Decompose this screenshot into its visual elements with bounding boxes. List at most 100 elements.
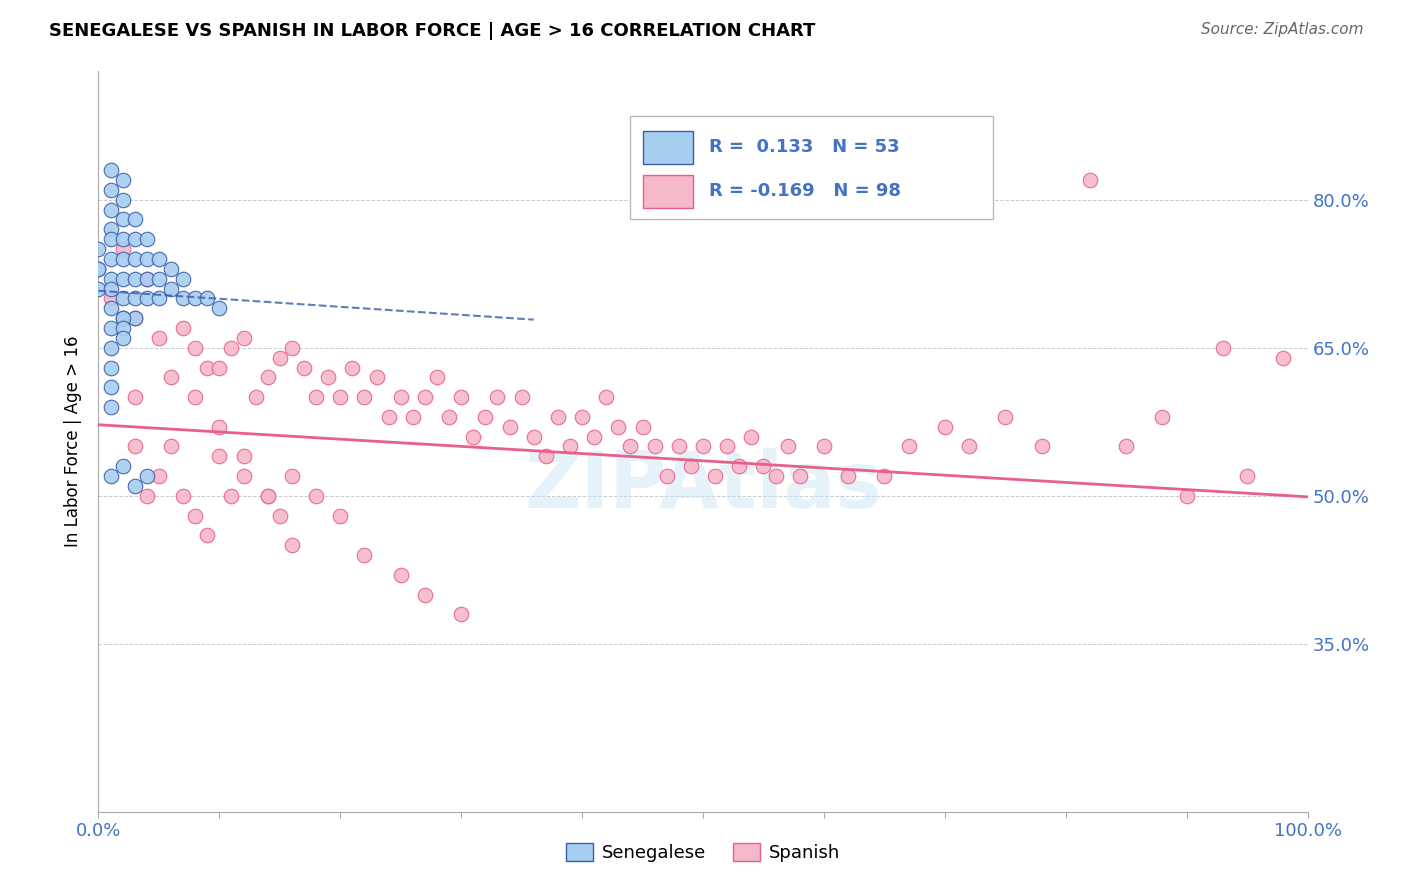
Point xyxy=(160,370,183,384)
Point xyxy=(679,459,702,474)
Point xyxy=(172,292,194,306)
Text: SENEGALESE VS SPANISH IN LABOR FORCE | AGE > 16 CORRELATION CHART: SENEGALESE VS SPANISH IN LABOR FORCE | A… xyxy=(49,22,815,40)
Point xyxy=(135,232,157,246)
Point xyxy=(111,331,134,345)
Point xyxy=(124,271,146,285)
Point xyxy=(269,351,291,365)
Point xyxy=(305,390,328,404)
Text: R = -0.169   N = 98: R = -0.169 N = 98 xyxy=(709,182,901,201)
Point xyxy=(426,370,449,384)
Point xyxy=(1152,409,1174,424)
Point xyxy=(148,252,170,266)
Point xyxy=(450,607,472,622)
Point xyxy=(474,409,496,424)
Point xyxy=(897,440,920,454)
Point xyxy=(100,341,122,355)
Point xyxy=(135,469,157,483)
Point xyxy=(1175,489,1198,503)
Point xyxy=(655,469,678,483)
Point xyxy=(256,370,278,384)
Point xyxy=(124,390,146,404)
Point xyxy=(111,242,134,256)
Point xyxy=(111,311,134,326)
Point xyxy=(523,429,546,443)
Point xyxy=(100,163,122,178)
Point xyxy=(195,528,218,542)
Point xyxy=(498,419,520,434)
Point xyxy=(135,292,157,306)
Point xyxy=(281,469,304,483)
Point xyxy=(510,390,533,404)
Point xyxy=(463,429,485,443)
Point xyxy=(160,261,183,276)
Point xyxy=(100,301,122,316)
Point xyxy=(124,232,146,246)
Point xyxy=(124,440,146,454)
Point xyxy=(740,429,762,443)
Point xyxy=(389,390,412,404)
Point xyxy=(716,440,738,454)
Point xyxy=(135,271,157,285)
Point xyxy=(245,390,267,404)
Point xyxy=(1031,440,1053,454)
Point xyxy=(148,292,170,306)
Point xyxy=(402,409,425,424)
Point xyxy=(413,390,436,404)
Point xyxy=(873,469,896,483)
Point xyxy=(160,440,183,454)
Point xyxy=(292,360,315,375)
Point xyxy=(437,409,460,424)
Point xyxy=(1236,469,1258,483)
Point xyxy=(135,252,157,266)
Point xyxy=(704,469,727,483)
Point xyxy=(87,242,110,256)
FancyBboxPatch shape xyxy=(643,175,693,209)
Point xyxy=(765,469,787,483)
Point xyxy=(813,440,835,454)
Point xyxy=(329,508,352,523)
Point xyxy=(111,252,134,266)
Point xyxy=(111,232,134,246)
Point xyxy=(342,360,364,375)
Point xyxy=(208,360,231,375)
Point xyxy=(353,390,375,404)
Point xyxy=(111,292,134,306)
Point xyxy=(728,459,751,474)
Point xyxy=(111,212,134,227)
Point xyxy=(692,440,714,454)
Point xyxy=(1212,341,1234,355)
Point xyxy=(100,292,122,306)
Text: R =  0.133   N = 53: R = 0.133 N = 53 xyxy=(709,138,900,156)
Point xyxy=(100,469,122,483)
Point xyxy=(256,489,278,503)
Point xyxy=(111,193,134,207)
Point xyxy=(232,331,254,345)
Point xyxy=(208,301,231,316)
Point xyxy=(571,409,593,424)
Point xyxy=(160,281,183,295)
Point xyxy=(184,508,207,523)
Point xyxy=(100,281,122,295)
Text: Source: ZipAtlas.com: Source: ZipAtlas.com xyxy=(1201,22,1364,37)
Point xyxy=(124,252,146,266)
Point xyxy=(1272,351,1295,365)
Point xyxy=(135,271,157,285)
Point xyxy=(100,360,122,375)
Point xyxy=(100,183,122,197)
Point xyxy=(111,311,134,326)
Point xyxy=(148,469,170,483)
Point xyxy=(124,311,146,326)
Point xyxy=(413,588,436,602)
Y-axis label: In Labor Force | Age > 16: In Labor Force | Age > 16 xyxy=(65,335,83,548)
Point xyxy=(377,409,399,424)
Point xyxy=(87,281,110,295)
Point xyxy=(124,479,146,493)
Point xyxy=(776,440,799,454)
Point xyxy=(111,321,134,335)
Point xyxy=(111,271,134,285)
Point xyxy=(148,331,170,345)
FancyBboxPatch shape xyxy=(630,116,993,219)
Point xyxy=(184,292,207,306)
Point xyxy=(232,450,254,464)
Point xyxy=(172,271,194,285)
